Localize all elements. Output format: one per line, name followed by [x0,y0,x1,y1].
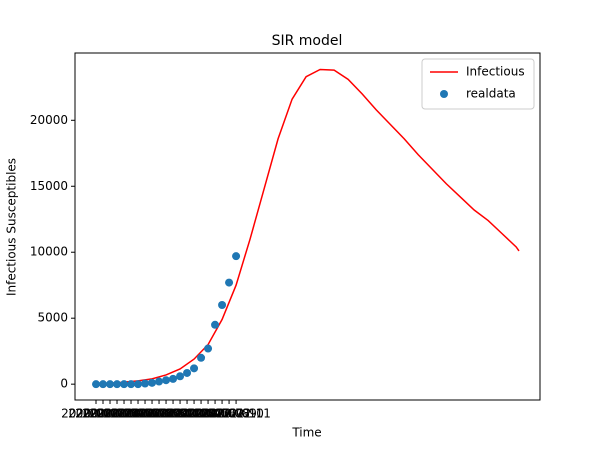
x-tick-label: 2020-01-23 [68,407,138,421]
point [183,368,192,377]
x-tick-label: 2020-01-28 [103,407,173,421]
point [113,380,122,389]
point [141,379,150,388]
point [232,252,241,261]
point [120,380,129,389]
point [190,364,199,373]
point [92,380,101,389]
point [148,378,157,387]
plot-frame [74,52,541,401]
x-tick-label: 2020-02-11 [201,407,271,421]
x-tick-label: 2020-02-02 [138,407,208,421]
y-axis-label: Infectious Susceptibles [5,158,19,296]
point [176,372,185,381]
y-tick-label: 0 [60,377,68,391]
x-tick-label: 2020-02-03 [145,407,215,421]
y-tick-label: 5000 [37,311,68,325]
x-tick-label: 2020-01-24 [75,407,145,421]
x-tick-label: 2020-01-22 [61,407,131,421]
point [134,380,143,389]
x-tick-label: 2020-02-08 [180,407,250,421]
x-tick-label: 2020-02-04 [152,407,222,421]
point [155,377,164,386]
point [197,353,206,362]
x-tick-label: 2020-02-05 [159,407,229,421]
y-tick-label: 10000 [30,245,68,259]
legend-swatch [440,90,448,98]
line [95,68,520,385]
x-tick-label: 2020-01-27 [96,407,166,421]
x-tick-label: 2020-01-30 [117,407,187,421]
x-tick-label: 2020-01-29 [110,407,180,421]
x-tick-label: 2020-01-25 [82,407,152,421]
legend-label: realdata [466,87,516,101]
point [162,376,171,385]
x-tick-label: 2020-02-09 [187,407,257,421]
point [99,380,108,389]
chart-title: SIR model [272,33,343,49]
x-tick-label: 2020-02-06 [166,407,236,421]
point [218,301,227,310]
x-tick-label: 2020-02-01 [131,407,201,421]
x-tick-label: 2020-02-07 [173,407,243,421]
legend-label: Infectious [466,65,525,79]
point [169,374,178,383]
x-tick-label: 2020-01-26 [89,407,159,421]
point [204,344,213,353]
point [106,380,115,389]
y-tick-label: 15000 [30,179,68,193]
point [225,278,234,287]
point [211,320,220,329]
y-tick-label: 20000 [30,113,68,127]
x-axis-label: Time [291,426,321,440]
point [127,380,136,389]
x-tick-label: 2020-01-31 [124,407,194,421]
x-tick-label: 2020-02-10 [194,407,264,421]
